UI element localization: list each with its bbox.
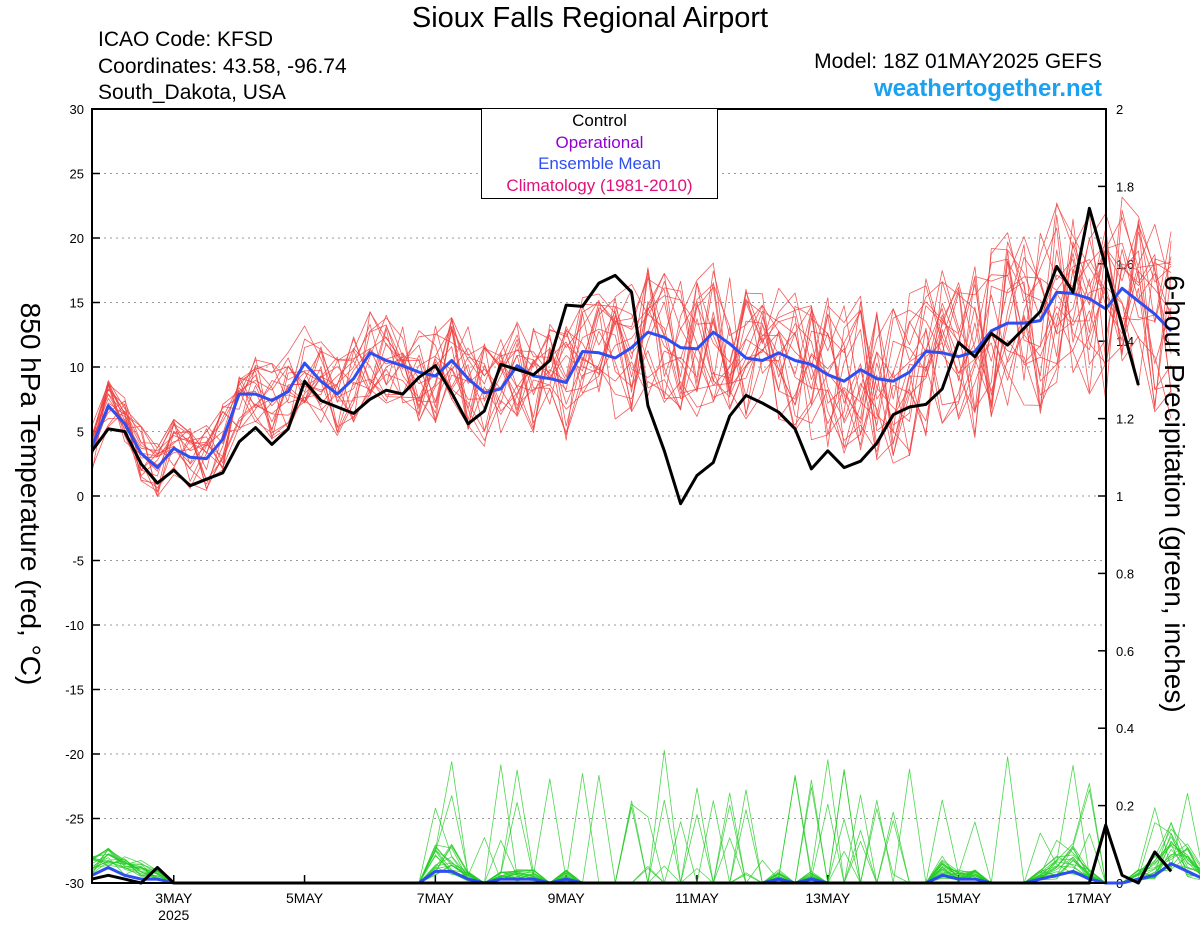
precip-member-line bbox=[91, 769, 1200, 884]
precip-member-line bbox=[91, 776, 1200, 884]
icao-code: ICAO Code: KFSD bbox=[98, 28, 274, 51]
x-tick-label: 9MAY bbox=[548, 890, 586, 906]
y-left-tick-label: -25 bbox=[65, 812, 84, 827]
precip-members bbox=[91, 749, 1200, 884]
y-left-tick-label: 25 bbox=[70, 167, 84, 182]
temperature-member-line bbox=[91, 218, 1172, 466]
y-left-tick-label: -20 bbox=[65, 747, 84, 762]
y-left-tick-label: 0 bbox=[77, 489, 84, 504]
precip-member-line bbox=[91, 779, 1200, 884]
model-run: Model: 18Z 01MAY2025 GEFS bbox=[814, 50, 1102, 73]
x-tick-label: 13MAY bbox=[805, 890, 851, 906]
chart-title: Sioux Falls Regional Airport bbox=[411, 2, 769, 34]
y-right-tick-label: 1 bbox=[1116, 489, 1123, 504]
precip-member-line bbox=[91, 802, 1200, 884]
y-left-axis-label: 850 hPa Temperature (red, °C) bbox=[15, 302, 46, 686]
y-right-tick-label: 2 bbox=[1116, 102, 1123, 117]
y-right-tick-label: 0.4 bbox=[1116, 721, 1134, 736]
temperature-member-line bbox=[91, 260, 1172, 489]
y-left-tick-label: 5 bbox=[77, 425, 84, 440]
x-year-label: 2025 bbox=[158, 907, 189, 923]
legend-climatology: Climatology (1981-2010) bbox=[506, 175, 693, 195]
y-left-tick-label: 15 bbox=[70, 296, 84, 311]
y-right-tick-label: 0.8 bbox=[1116, 566, 1134, 581]
temperature-member-line bbox=[91, 196, 1172, 489]
temperature-member-line bbox=[91, 238, 1172, 470]
precip-member-line bbox=[91, 764, 1200, 884]
y-left-tick-label: 20 bbox=[70, 231, 84, 246]
y-left-tick-label: -5 bbox=[72, 554, 84, 569]
y-right-tick-label: 1.8 bbox=[1116, 179, 1134, 194]
temperature-control-line bbox=[90, 206, 1140, 506]
x-tick-label: 17MAY bbox=[1067, 890, 1113, 906]
precip-member-line bbox=[91, 749, 1200, 884]
precip-member-line bbox=[91, 792, 1200, 884]
precip-member-line bbox=[91, 773, 1200, 884]
temperature-member-line bbox=[91, 227, 1172, 481]
precip-member-line bbox=[91, 768, 1200, 884]
precip-control-line bbox=[91, 823, 1173, 885]
legend-control: Control bbox=[572, 111, 627, 130]
precip-member-line bbox=[91, 759, 1200, 884]
legend-ensemble-mean: Ensemble Mean bbox=[538, 154, 661, 173]
precip-member-line bbox=[91, 774, 1200, 884]
x-tick-label: 5MAY bbox=[286, 890, 324, 906]
y-left-tick-label: -15 bbox=[65, 683, 84, 698]
precip-member-line bbox=[91, 756, 1200, 884]
precip-member-line bbox=[91, 769, 1200, 884]
y-right-axis-label: 6-hour Precipitation (green, inches) bbox=[1159, 275, 1190, 713]
temperature-member-line bbox=[91, 249, 1172, 492]
coordinates: Coordinates: 43.58, -96.74 bbox=[98, 55, 347, 78]
precip-member-line bbox=[91, 840, 1200, 884]
temperature-member-line bbox=[91, 240, 1172, 472]
precip-member-line bbox=[91, 792, 1200, 884]
plot-frame bbox=[91, 108, 1107, 884]
plot-frame-top bbox=[91, 108, 1107, 884]
temperature-member-line bbox=[91, 204, 1172, 497]
temperature-member-line bbox=[91, 223, 1172, 477]
y-left-tick-label: 10 bbox=[70, 360, 84, 375]
precip-member-line bbox=[91, 770, 1200, 884]
legend: Control Operational Ensemble Mean Climat… bbox=[481, 108, 718, 199]
x-tick-label: 15MAY bbox=[936, 890, 982, 906]
y-right-tick-label: 0.6 bbox=[1116, 644, 1134, 659]
website-link[interactable]: weathertogether.net bbox=[873, 75, 1102, 102]
temperature-member-line bbox=[91, 219, 1172, 473]
y-left-tick-label: 30 bbox=[70, 102, 84, 117]
temperature-ensemble-mean-line bbox=[90, 286, 1173, 470]
x-tick-label: 3MAY bbox=[155, 890, 193, 906]
location: South_Dakota, USA bbox=[98, 81, 286, 104]
x-tick-label: 7MAY bbox=[417, 890, 455, 906]
temperature-member-line bbox=[91, 213, 1172, 485]
x-tick-label: 11MAY bbox=[675, 890, 719, 906]
legend-operational: Operational bbox=[555, 132, 644, 152]
temperature-member-line bbox=[91, 231, 1172, 482]
y-left-tick-label: -30 bbox=[65, 876, 84, 891]
y-right-tick-label: 0.2 bbox=[1116, 799, 1134, 814]
precip-member-line bbox=[91, 774, 1200, 884]
y-left-tick-label: -10 bbox=[65, 618, 84, 633]
y-right-tick-label: 1.2 bbox=[1116, 412, 1134, 427]
